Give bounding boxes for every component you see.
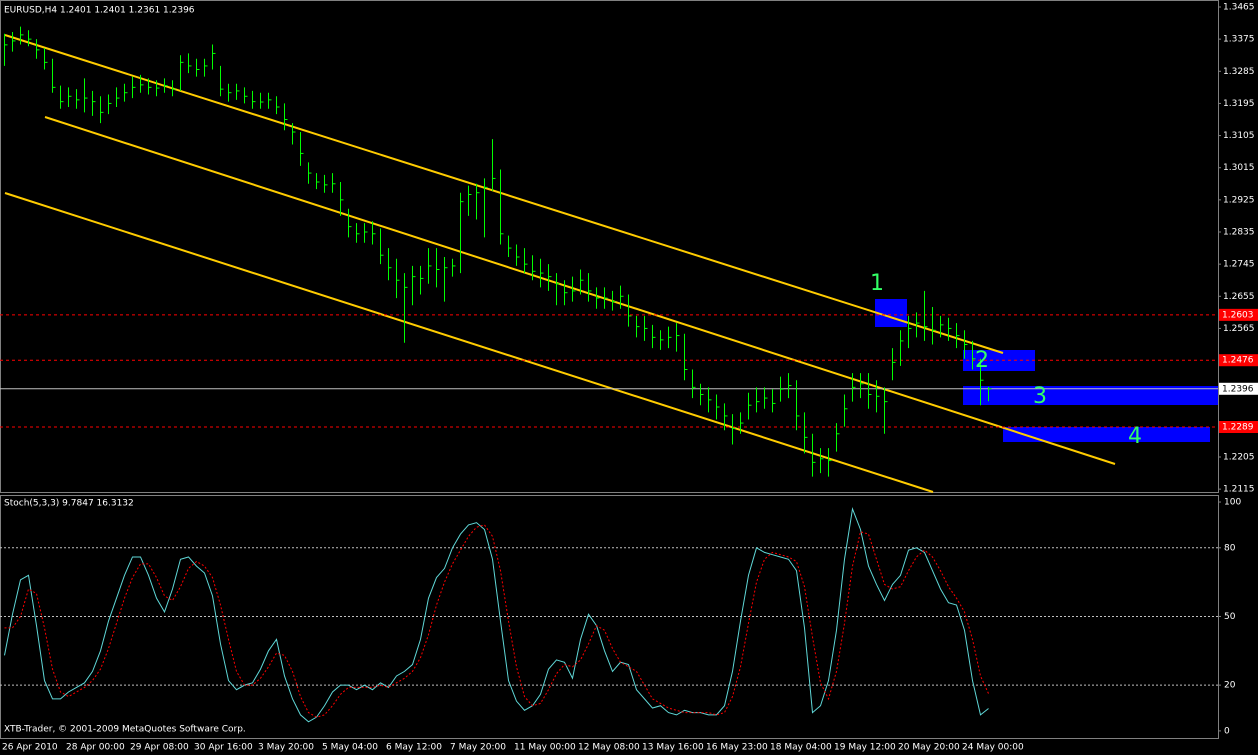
x-tick-label: 5 May 04:00: [322, 743, 378, 753]
annotation: 1: [870, 271, 884, 296]
level-label: 1.2603: [1222, 310, 1254, 320]
x-tick-label: 12 May 08:00: [578, 743, 640, 753]
x-tick-label: 16 May 23:00: [706, 743, 768, 753]
last-price-label: 1.2396: [1222, 384, 1254, 394]
y-tick-label: 20: [1224, 681, 1236, 691]
y-tick-label: 1.2835: [1223, 228, 1255, 238]
stoch-pane: [0, 495, 1219, 739]
zone-box: [1003, 427, 1210, 442]
level-label: 1.2476: [1222, 356, 1254, 366]
y-tick-label: 1.3375: [1223, 35, 1255, 45]
y-tick-label: 1.3015: [1223, 163, 1255, 173]
annotation: 4: [1128, 424, 1142, 449]
indicator-title: Stoch(5,3,3) 9.7847 16.3132: [4, 499, 134, 509]
y-tick-label: 0: [1224, 726, 1230, 736]
zone-box: [963, 386, 1218, 405]
y-tick-label: 1.3465: [1223, 3, 1255, 13]
y-tick-label: 1.2565: [1223, 324, 1255, 334]
x-tick-label: 20 May 20:00: [898, 743, 960, 753]
level-label: 1.2289: [1222, 423, 1254, 433]
chart-title: EURUSD,H4 1.2401 1.2401 1.2361 1.2396: [4, 6, 195, 16]
y-tick-label: 1.2655: [1223, 292, 1255, 302]
level-label-box: [1219, 421, 1258, 433]
y-tick-label: 1.3105: [1223, 131, 1255, 141]
x-tick-label: 19 May 12:00: [834, 743, 896, 753]
y-tick-label: 1.2925: [1223, 195, 1255, 205]
y-tick-label: 50: [1224, 612, 1236, 622]
x-tick-label: 18 May 04:00: [770, 743, 832, 753]
x-tick-label: 11 May 00:00: [514, 743, 576, 753]
y-tick-label: 1.2745: [1223, 260, 1255, 270]
channel-line: [4, 192, 934, 493]
y-tick-label: 80: [1224, 543, 1236, 553]
footer: XTB-Trader, © 2001-2009 MetaQuotes Softw…: [4, 725, 246, 735]
x-tick-label: 29 Apr 08:00: [130, 743, 189, 753]
stoch-line: [4, 524, 989, 718]
stoch-line: [4, 506, 989, 723]
y-tick-label: 1.3195: [1223, 99, 1255, 109]
x-tick-label: 6 May 12:00: [386, 743, 442, 753]
x-tick-label: 28 Apr 00:00: [66, 743, 125, 753]
x-tick-label: 30 Apr 16:00: [194, 743, 253, 753]
y-tick-label: 100: [1224, 498, 1241, 508]
level-label-box: [1219, 308, 1258, 321]
x-tick-label: 13 May 16:00: [642, 743, 704, 753]
annotation: 3: [1033, 384, 1047, 409]
annotation: 2: [975, 348, 989, 373]
x-tick-label: 24 May 00:00: [962, 743, 1024, 753]
level-label-box: [1219, 354, 1258, 367]
x-tick-label: 7 May 20:00: [450, 743, 506, 753]
x-tick-label: 3 May 20:00: [258, 743, 314, 753]
last-price-box: [1219, 382, 1258, 395]
x-tick-label: 26 Apr 2010: [2, 743, 58, 753]
price-pane: [0, 0, 1219, 493]
y-tick-label: 1.2115: [1223, 485, 1255, 495]
y-tick-label: 1.2205: [1223, 453, 1255, 463]
channel-line: [4, 34, 1004, 354]
y-tick-label: 1.3285: [1223, 67, 1255, 77]
